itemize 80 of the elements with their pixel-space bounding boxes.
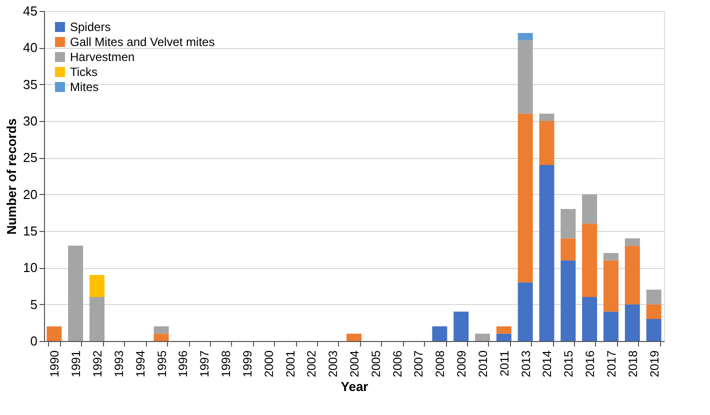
- x-tick-label: 2003: [326, 350, 340, 378]
- y-tick-label: 45: [23, 4, 38, 18]
- x-tick-label: 2001: [283, 350, 298, 378]
- bar: [539, 165, 554, 341]
- y-tick-label: 30: [23, 114, 38, 128]
- x-tick-label: 2018: [626, 350, 640, 378]
- x-tick-label: 1994: [133, 350, 148, 378]
- y-tick-label: 0: [30, 334, 38, 348]
- bar: [560, 260, 576, 341]
- bar: [432, 326, 448, 341]
- bar: [624, 246, 640, 304]
- y-tick-label: 35: [23, 76, 38, 92]
- bar: [454, 312, 469, 341]
- bar: [603, 312, 618, 341]
- bar: [624, 304, 640, 341]
- x-tick-label: 1992: [90, 350, 105, 378]
- x-tick-label: 2016: [583, 350, 598, 378]
- bar: [346, 334, 362, 341]
- x-tick-label: 2004: [348, 350, 362, 378]
- y-tick-label: 20: [23, 186, 38, 202]
- bar: [68, 246, 84, 341]
- x-tick-label: 2014: [540, 350, 554, 378]
- bar: [582, 224, 598, 297]
- x-tick-label: 1999: [240, 350, 254, 378]
- x-tick-label: 2015: [562, 350, 576, 378]
- y-tick-label: 15: [23, 224, 38, 238]
- y-tick-label: 40: [23, 40, 38, 56]
- bar: [582, 194, 598, 224]
- x-tick-label: 1995: [154, 350, 169, 378]
- x-tick-label: 2005: [368, 350, 383, 378]
- legend-label: Spiders: [70, 20, 111, 34]
- bar: [560, 209, 576, 238]
- x-tick-label: 2019: [647, 350, 662, 378]
- bar: [154, 334, 169, 341]
- y-axis-title: Number of records: [4, 118, 20, 235]
- bar: [518, 114, 533, 282]
- x-tick-label: 1996: [176, 350, 190, 378]
- bar: [90, 275, 105, 297]
- x-tick-label: 2008: [433, 350, 448, 378]
- x-tick-label: 2007: [412, 350, 426, 378]
- legend-label: Gall Mites and Velvet mites: [70, 35, 215, 49]
- x-tick-label: 2017: [604, 350, 618, 378]
- bar: [539, 121, 554, 165]
- x-axis-title: Year: [340, 379, 368, 394]
- bar: [603, 253, 618, 260]
- x-tick-label: 1997: [198, 350, 212, 378]
- x-tick-label: 2011: [497, 350, 512, 376]
- legend-label: Ticks: [70, 65, 98, 79]
- y-tick-label: 5: [30, 296, 38, 312]
- x-tick-label: 1990: [48, 350, 62, 378]
- x-tick-label: 1998: [219, 350, 234, 378]
- bar: [582, 297, 598, 341]
- bar: [154, 326, 169, 334]
- bar: [624, 238, 640, 246]
- bar: [496, 334, 512, 341]
- bar: [518, 282, 533, 341]
- bar: [646, 304, 662, 319]
- x-tick-label: 2006: [390, 350, 404, 378]
- bar: [518, 40, 533, 114]
- bar: [539, 114, 554, 121]
- bar: [46, 326, 62, 341]
- x-tick-label: 2010: [476, 350, 490, 378]
- bar: [646, 290, 662, 304]
- bar: [560, 238, 576, 260]
- bar: [90, 297, 105, 341]
- bar: [646, 319, 662, 341]
- legend-label: Harvestmen: [70, 50, 135, 64]
- x-tick-label: 2009: [454, 350, 469, 378]
- bar: [496, 326, 512, 334]
- legend-label: Mites: [70, 80, 99, 94]
- x-tick-label: 2013: [518, 350, 533, 378]
- x-tick-label: 2000: [262, 350, 276, 378]
- bar: [474, 334, 490, 341]
- bar: [603, 260, 618, 312]
- y-tick-label: 25: [23, 150, 38, 166]
- bar: [518, 33, 533, 40]
- x-tick-label: 2002: [304, 350, 319, 378]
- x-tick-label: 1991: [69, 350, 84, 378]
- x-tick-label: 1993: [112, 350, 126, 378]
- y-tick-label: 10: [23, 260, 38, 276]
